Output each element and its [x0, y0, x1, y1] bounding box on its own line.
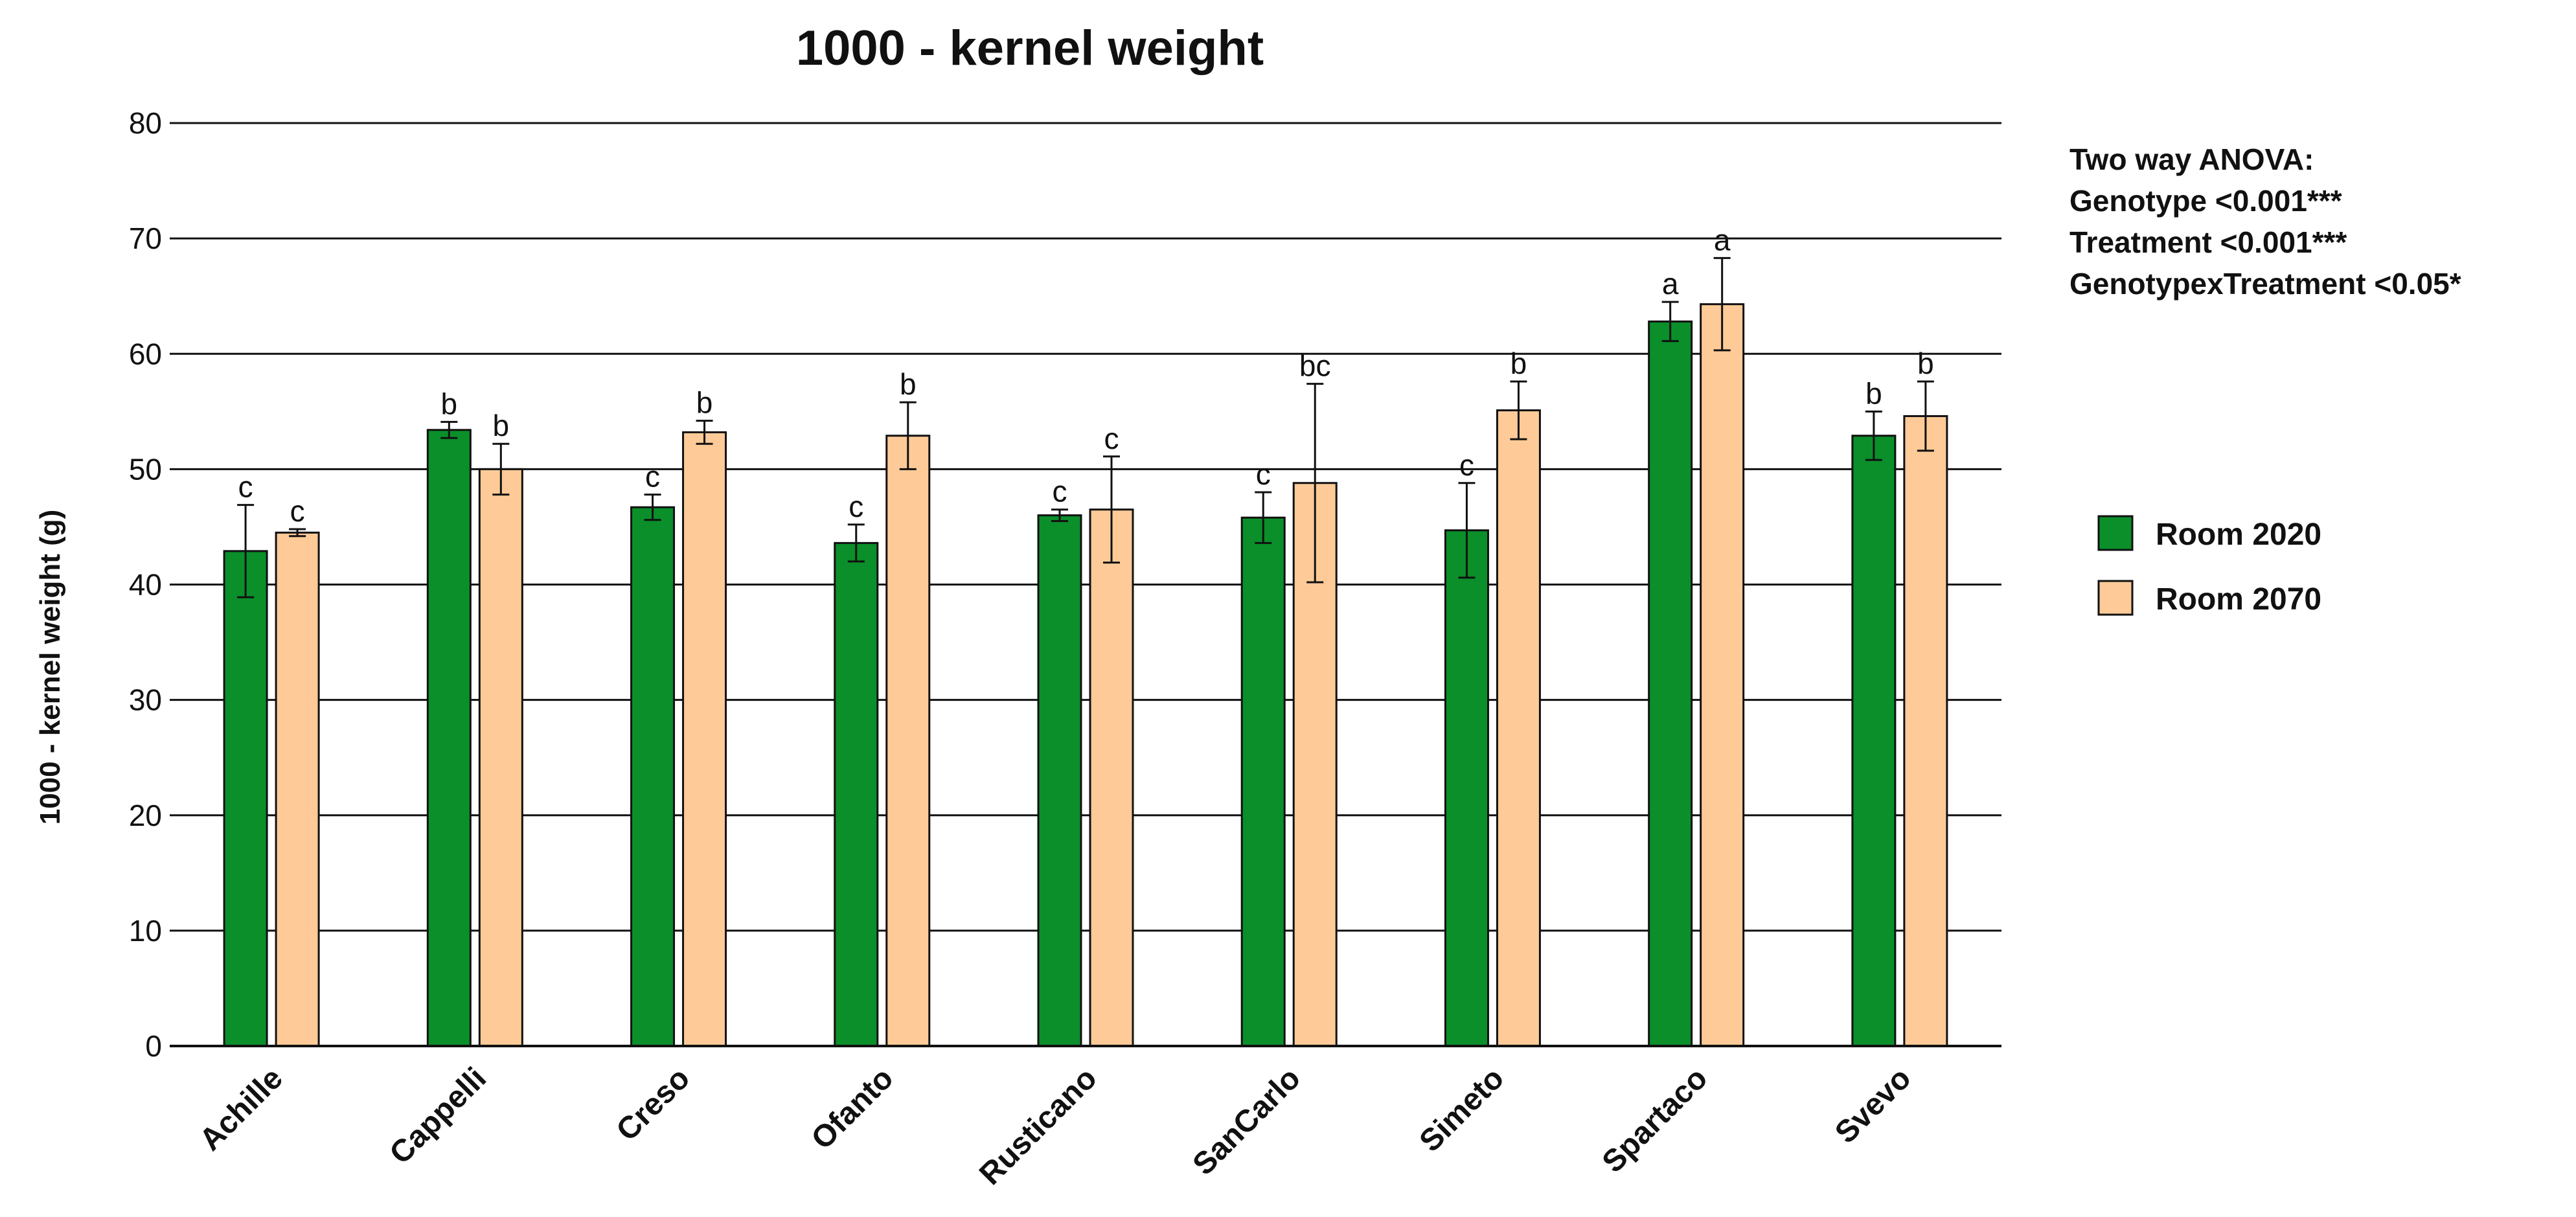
y-axis-label: 1000 - kernel weight (g) — [34, 510, 66, 825]
bar — [885, 435, 931, 1047]
bar — [223, 550, 268, 1047]
legend: Room 2020 Room 2070 — [2097, 515, 2321, 617]
x-tick-label: Rusticano — [973, 1061, 1104, 1192]
legend-swatch — [2097, 580, 2134, 616]
bar — [630, 506, 676, 1047]
legend-label: Room 2070 — [2156, 582, 2321, 617]
bar — [1089, 508, 1134, 1047]
significance-label: a — [1714, 223, 1731, 256]
significance-label: c — [849, 490, 863, 523]
bar — [478, 468, 523, 1047]
anova-line: Treatment <0.001*** — [2069, 225, 2347, 259]
significance-label: b — [1510, 347, 1527, 380]
x-tick-label: Cappelli — [383, 1061, 493, 1170]
bar — [275, 531, 320, 1047]
significance-label: c — [1053, 475, 1067, 508]
bar — [682, 431, 727, 1047]
x-tick-label: Svevo — [1829, 1061, 1917, 1150]
y-tick-label: 10 — [129, 914, 162, 948]
bar — [426, 429, 472, 1047]
significance-label: c — [290, 494, 305, 528]
y-tick-label: 60 — [129, 337, 162, 370]
legend-swatch — [2097, 515, 2134, 551]
x-tick-label: Achille — [193, 1061, 290, 1157]
significance-label: c — [1256, 457, 1271, 491]
gridlines — [170, 122, 2001, 932]
x-axis-ticks: Achille Cappelli Creso Ofanto Rusticano SanCa… — [193, 1061, 1918, 1192]
bar — [1700, 303, 1745, 1047]
significance-label: c — [1459, 448, 1474, 482]
anova-line: Genotype <0.001*** — [2069, 184, 2342, 218]
error-bars — [237, 256, 1934, 598]
x-tick-label: Spartaco — [1596, 1061, 1715, 1179]
significance-label: b — [1917, 347, 1934, 380]
significance-label: a — [1662, 267, 1679, 301]
anova-annotation: Two way ANOVA: Genotype <0.001*** Treatmen… — [2069, 142, 2461, 301]
significance-label: b — [696, 386, 713, 420]
bar — [1037, 514, 1082, 1047]
significance-label: b — [900, 367, 917, 401]
bar — [1444, 529, 1489, 1047]
y-tick-label: 40 — [129, 568, 162, 602]
x-tick-label: Creso — [610, 1061, 697, 1148]
significance-label: c — [1104, 422, 1119, 455]
bar — [1240, 516, 1286, 1047]
bar — [834, 541, 879, 1047]
x-tick-label: Simeto — [1413, 1061, 1511, 1159]
y-tick-label: 30 — [129, 683, 162, 717]
bar — [1851, 435, 1897, 1047]
bars — [223, 303, 1948, 1047]
y-axis-ticks: 0 10 20 30 40 50 60 70 80 — [129, 106, 162, 1063]
significance-label: b — [441, 387, 458, 420]
bar — [1903, 415, 1948, 1047]
y-tick-label: 80 — [129, 106, 162, 140]
anova-line: GenotypexTreatment <0.05* — [2069, 267, 2461, 301]
y-tick-label: 0 — [145, 1029, 162, 1063]
y-tick-label: 70 — [129, 222, 162, 255]
significance-label: bc — [1299, 349, 1331, 383]
chart-title: 1000 - kernel weight — [796, 21, 1264, 76]
y-tick-label: 50 — [129, 452, 162, 486]
anova-line: Two way ANOVA: — [2069, 142, 2314, 176]
y-tick-label: 20 — [129, 799, 162, 832]
significance-label: c — [645, 460, 660, 494]
x-tick-label: Ofanto — [805, 1061, 900, 1156]
x-tick-label: SanCarlo — [1187, 1061, 1307, 1181]
significance-label: b — [1865, 376, 1882, 410]
bar — [1648, 320, 1693, 1047]
legend-label: Room 2020 — [2156, 518, 2321, 552]
significance-label: b — [493, 409, 510, 442]
bar — [1496, 409, 1541, 1047]
significance-label: c — [238, 470, 253, 504]
